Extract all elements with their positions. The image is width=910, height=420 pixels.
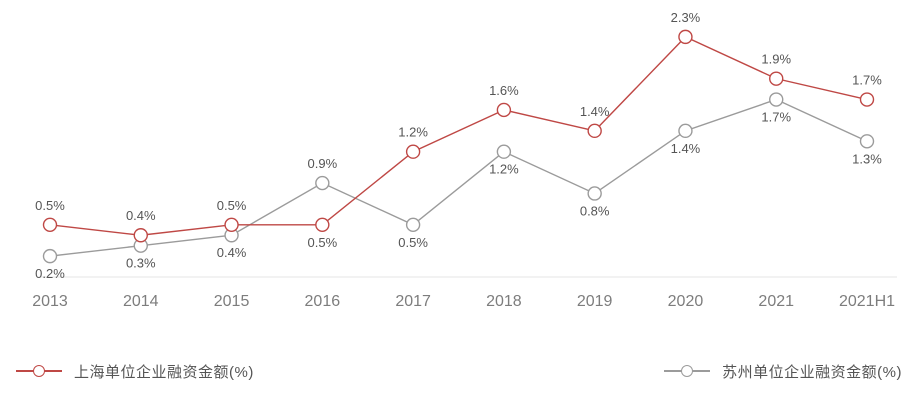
- svg-text:0.5%: 0.5%: [35, 198, 65, 213]
- legend-item-suzhou[interactable]: 苏州单位企业融资金额(%): [664, 361, 902, 382]
- svg-text:1.6%: 1.6%: [489, 83, 519, 98]
- svg-text:0.4%: 0.4%: [126, 208, 156, 223]
- svg-text:1.3%: 1.3%: [852, 151, 882, 166]
- svg-text:0.2%: 0.2%: [35, 266, 65, 281]
- svg-text:1.4%: 1.4%: [580, 104, 610, 119]
- svg-text:1.7%: 1.7%: [852, 73, 882, 88]
- svg-text:2019: 2019: [577, 293, 613, 310]
- legend-label-suzhou: 苏州单位企业融资金额(%): [722, 363, 902, 381]
- svg-text:2021H1: 2021H1: [839, 293, 895, 310]
- line-marker-icon: [16, 364, 62, 378]
- svg-text:2.3%: 2.3%: [671, 10, 701, 25]
- legend-label-shanghai: 上海单位企业融资金额(%): [74, 363, 254, 381]
- svg-text:0.8%: 0.8%: [580, 203, 610, 218]
- svg-text:0.5%: 0.5%: [398, 235, 428, 250]
- svg-text:1.2%: 1.2%: [398, 125, 428, 140]
- svg-text:0.4%: 0.4%: [217, 245, 247, 260]
- svg-text:0.5%: 0.5%: [308, 235, 338, 250]
- svg-text:2016: 2016: [305, 293, 341, 310]
- svg-text:2020: 2020: [668, 293, 704, 310]
- line-chart: 2013 2014 2015 2016 2017 2018 2019 2020 2021 2021…: [32, 10, 897, 310]
- svg-text:2018: 2018: [486, 293, 522, 310]
- svg-text:1.7%: 1.7%: [761, 110, 791, 125]
- svg-text:1.9%: 1.9%: [761, 52, 791, 67]
- legend: 上海单位企业融资金额(%) 苏州单位企业融资金额(%): [16, 357, 902, 385]
- svg-text:2013: 2013: [32, 293, 68, 310]
- svg-text:0.3%: 0.3%: [126, 256, 156, 271]
- svg-text:0.5%: 0.5%: [217, 198, 247, 213]
- line-marker-icon: [664, 364, 711, 378]
- svg-text:1.2%: 1.2%: [489, 162, 519, 177]
- svg-text:2014: 2014: [123, 293, 159, 310]
- legend-item-shanghai[interactable]: 上海单位企业融资金额(%): [16, 361, 254, 382]
- svg-text:0.9%: 0.9%: [308, 156, 338, 171]
- svg-text:2021: 2021: [758, 293, 794, 310]
- svg-text:2017: 2017: [395, 293, 431, 310]
- svg-text:2015: 2015: [214, 293, 250, 310]
- svg-text:1.4%: 1.4%: [671, 141, 701, 156]
